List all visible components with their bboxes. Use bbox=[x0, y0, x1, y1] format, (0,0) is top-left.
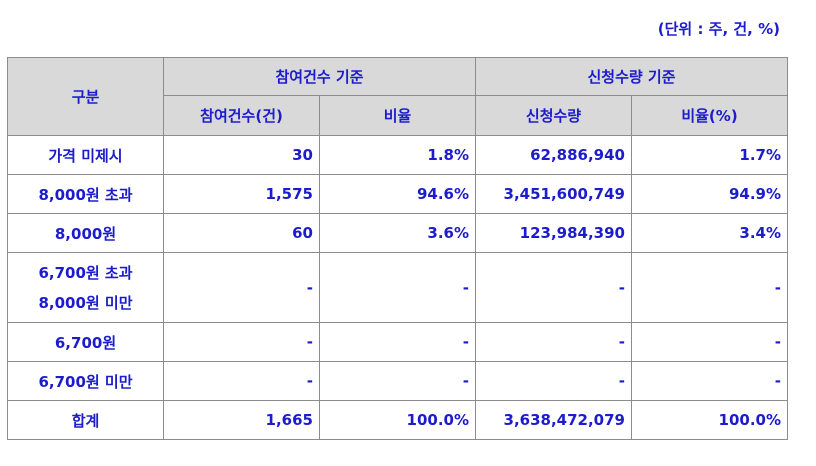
header-category: 구분 bbox=[7, 57, 164, 136]
table-row: 6,700원 초과 8,000원 미만 - - - - bbox=[7, 252, 788, 323]
participation-cell: - bbox=[163, 322, 320, 362]
ratio2-cell: 94.9% bbox=[631, 174, 788, 214]
ratio1-cell: 1.8% bbox=[319, 135, 476, 175]
row-label-line1: 6,700원 초과 bbox=[38, 263, 133, 282]
ratio1-cell: 3.6% bbox=[319, 213, 476, 253]
header-group-participation: 참여건수 기준 bbox=[163, 57, 476, 96]
participation-cell: 30 bbox=[163, 135, 320, 175]
table-row: 6,700원 미만 - - - - bbox=[7, 361, 788, 401]
quantity-cell: 123,984,390 bbox=[475, 213, 632, 253]
quantity-cell: - bbox=[475, 361, 632, 401]
quantity-cell: 3,638,472,079 bbox=[475, 400, 632, 440]
subscription-table: 구분 참여건수 기준 신청수량 기준 참여건수(건) 비율 신청수량 비율(%)… bbox=[7, 57, 788, 440]
ratio2-cell: - bbox=[631, 361, 788, 401]
header-row-1: 구분 참여건수 기준 신청수량 기준 bbox=[7, 57, 788, 136]
row-label: 8,000원 bbox=[7, 213, 164, 253]
participation-cell: - bbox=[163, 252, 320, 323]
quantity-cell: - bbox=[475, 252, 632, 323]
row-label: 6,700원 미만 bbox=[7, 361, 164, 401]
ratio1-cell: - bbox=[319, 322, 476, 362]
table-row: 가격 미제시 30 1.8% 62,886,940 1.7% bbox=[7, 135, 788, 175]
row-label: 가격 미제시 bbox=[7, 135, 164, 175]
ratio1-cell: - bbox=[319, 361, 476, 401]
table-row: 6,700원 - - - - bbox=[7, 322, 788, 362]
table-row: 8,000원 60 3.6% 123,984,390 3.4% bbox=[7, 213, 788, 253]
header-ratio1: 비율 bbox=[319, 95, 476, 136]
participation-cell: 1,575 bbox=[163, 174, 320, 214]
ratio2-cell: 3.4% bbox=[631, 213, 788, 253]
ratio2-cell: 1.7% bbox=[631, 135, 788, 175]
unit-note: (단위 : 주, 건, %) bbox=[657, 20, 780, 38]
participation-cell: 60 bbox=[163, 213, 320, 253]
ratio1-cell: 94.6% bbox=[319, 174, 476, 214]
ratio1-cell: 100.0% bbox=[319, 400, 476, 440]
ratio2-cell: - bbox=[631, 252, 788, 323]
ratio2-cell: 100.0% bbox=[631, 400, 788, 440]
row-label: 6,700원 초과 8,000원 미만 bbox=[7, 252, 164, 323]
participation-cell: - bbox=[163, 361, 320, 401]
header-row-2: 참여건수(건) 비율 신청수량 비율(%) bbox=[8, 95, 788, 136]
table-row: 8,000원 초과 1,575 94.6% 3,451,600,749 94.9… bbox=[7, 174, 788, 214]
ratio2-cell: - bbox=[631, 322, 788, 362]
row-label: 6,700원 bbox=[7, 322, 164, 362]
participation-cell: 1,665 bbox=[163, 400, 320, 440]
quantity-cell: 62,886,940 bbox=[475, 135, 632, 175]
header-participation-count: 참여건수(건) bbox=[163, 95, 320, 136]
quantity-cell: 3,451,600,749 bbox=[475, 174, 632, 214]
total-row: 합계 1,665 100.0% 3,638,472,079 100.0% bbox=[7, 400, 788, 440]
header-application-qty: 신청수량 bbox=[475, 95, 632, 136]
row-label: 합계 bbox=[7, 400, 164, 440]
row-label-line2: 8,000원 미만 bbox=[38, 293, 133, 312]
quantity-cell: - bbox=[475, 322, 632, 362]
ratio1-cell: - bbox=[319, 252, 476, 323]
row-label: 8,000원 초과 bbox=[7, 174, 164, 214]
header-group-application: 신청수량 기준 bbox=[475, 57, 788, 96]
header-ratio2: 비율(%) bbox=[631, 95, 788, 136]
